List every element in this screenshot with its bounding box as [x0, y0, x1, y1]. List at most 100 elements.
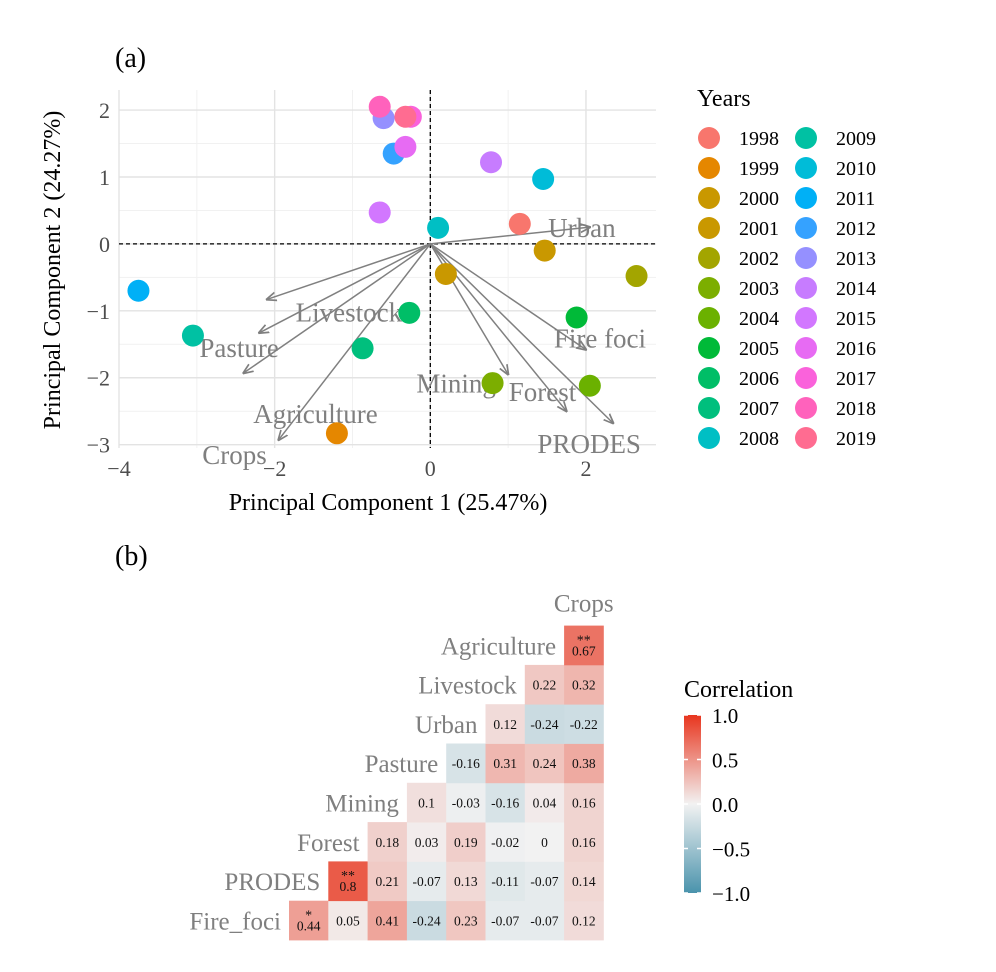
heatmap-cell: [328, 900, 368, 941]
loading-arrow-livestock: [267, 243, 431, 300]
heatmap-label-fire_foci: Fire_foci: [189, 908, 281, 935]
legend-swatch-2014: [795, 277, 817, 299]
heatmap-cell: [564, 900, 604, 941]
pca-point-2005: [565, 306, 588, 329]
heatmap-cell-value: 0.67: [572, 643, 596, 658]
heatmap-cell-value: 0.1: [418, 795, 435, 810]
pca-biplot: (a) −4 −2 0 2 −3 −2 −1 0 1 2 Urban Livestock Pastur…: [40, 43, 876, 516]
heatmap-cell-value: -0.07: [530, 874, 558, 889]
heatmap-cell: [524, 664, 565, 705]
heatmap-label-mining: Mining: [325, 790, 399, 817]
heatmap-cell-value: -0.24: [530, 717, 558, 732]
years-legend-title: Years: [697, 86, 751, 112]
heatmap-label-forest: Forest: [297, 830, 360, 857]
heatmap-cell-value: 0.12: [493, 717, 517, 732]
heatmap-cell: [367, 900, 408, 941]
pca-point-2019: [394, 105, 417, 128]
heatmap-cell-value: 0.41: [375, 913, 399, 928]
heatmap-cell: [406, 861, 447, 902]
heatmap-cell: [564, 782, 604, 823]
pca-point-2001: [533, 239, 556, 262]
legend-swatch-1999: [698, 157, 720, 179]
legend-label-2019: 2019: [836, 428, 876, 450]
heatmap-cell: [524, 861, 565, 902]
heatmap-label-crops: Crops: [554, 591, 614, 618]
legend-label-2007: 2007: [739, 398, 779, 420]
heatmap-significance-mark: **: [341, 869, 355, 884]
legend-swatch-1998: [698, 127, 720, 149]
loading-label-urban: Urban: [548, 213, 616, 243]
loading-label-forest: Forest: [509, 377, 577, 407]
heatmap-variable-labels: Fire_foci PRODES Forest Mining Pasture Urban L…: [189, 591, 613, 936]
correlation-legend-title: Correlation: [684, 677, 793, 703]
pca-y-tick-label: −2: [87, 366, 110, 391]
legend-label-2012: 2012: [836, 218, 876, 240]
legend-label-2004: 2004: [739, 308, 779, 330]
heatmap-cell-value: -0.11: [491, 874, 519, 889]
pca-point-2002: [625, 265, 648, 288]
pca-x-tick-label: −4: [107, 456, 130, 481]
legend-swatch-2017: [795, 367, 817, 389]
heatmap-cell-value: 0.12: [572, 913, 596, 928]
heatmap-cell: [446, 861, 486, 902]
heatmap-cell-value: 0.13: [454, 874, 478, 889]
heatmap-cell: [446, 743, 486, 784]
heatmap-cell: [564, 625, 604, 666]
legend-label-2010: 2010: [836, 158, 876, 180]
colorbar-tick-label: 1.0: [712, 704, 738, 728]
heatmap-cell-value: 0.16: [572, 795, 596, 810]
colorbar-tick-label: 0.5: [712, 749, 738, 773]
heatmap-cell-value: 0.38: [572, 756, 596, 771]
panel-label-b: (b): [115, 541, 148, 572]
pca-point-2016: [394, 135, 417, 158]
legend-swatch-2007: [698, 397, 720, 419]
legend-label-2014: 2014: [836, 278, 876, 300]
legend-swatch-2009: [795, 127, 817, 149]
heatmap-cell-value: 0.31: [493, 756, 517, 771]
heatmap-cell-value: 0.14: [572, 874, 596, 889]
heatmap-cell-value: 0.21: [375, 874, 399, 889]
pca-x-tick-label: 0: [425, 456, 436, 481]
heatmap-cell-value: -0.07: [491, 913, 519, 928]
heatmap-cell: [564, 743, 604, 784]
heatmap-cell: [524, 704, 565, 744]
legend-swatch-2006: [698, 367, 720, 389]
loading-arrow-pasture: [259, 243, 431, 333]
legend-swatch-2008: [698, 427, 720, 449]
heatmap-label-pasture: Pasture: [365, 751, 439, 778]
pca-y-tick-label: −1: [87, 299, 110, 324]
pca-y-tick-label: 1: [99, 165, 110, 190]
heatmap-cell: [485, 782, 526, 823]
heatmap-cell-value: 0: [541, 835, 548, 850]
pca-point-2010: [532, 167, 555, 190]
pca-axis-ticks: −4 −2 0 2 −3 −2 −1 0 1 2: [87, 98, 592, 481]
heatmap-cell-value: 0.8: [340, 879, 357, 894]
legend-label-2008: 2008: [739, 428, 779, 450]
heatmap-cell-value: -0.03: [452, 795, 480, 810]
heatmap-cell: [406, 900, 447, 941]
heatmap-cell: [524, 743, 565, 784]
legend-swatch-2012: [795, 217, 817, 239]
legend-swatch-2018: [795, 397, 817, 419]
heatmap-label-urban: Urban: [415, 712, 478, 739]
heatmap-significance-mark: **: [577, 633, 591, 648]
legend-label-2005: 2005: [739, 338, 779, 360]
pca-point-2018: [368, 95, 391, 118]
legend-swatch-2001: [698, 217, 720, 239]
loading-label-livestock: Livestock: [296, 297, 403, 327]
legend-swatch-2019: [795, 427, 817, 449]
loading-label-pasture: Pasture: [199, 333, 279, 363]
legend-label-2017: 2017: [836, 368, 876, 390]
legend-label-2009: 2009: [836, 128, 876, 150]
heatmap-cell-value: 0.16: [572, 835, 596, 850]
heatmap-cell-value: -0.16: [452, 756, 480, 771]
legend-label-2006: 2006: [739, 368, 779, 390]
heatmap-cell: [289, 900, 329, 941]
legend-swatch-2013: [795, 247, 817, 269]
heatmap-cell-value: 0.03: [415, 835, 439, 850]
pca-points: [127, 95, 648, 445]
pca-x-axis-label: Principal Component 1 (25.47%): [229, 490, 548, 516]
legend-label-2018: 2018: [836, 398, 876, 420]
legend-label-2016: 2016: [836, 338, 876, 360]
